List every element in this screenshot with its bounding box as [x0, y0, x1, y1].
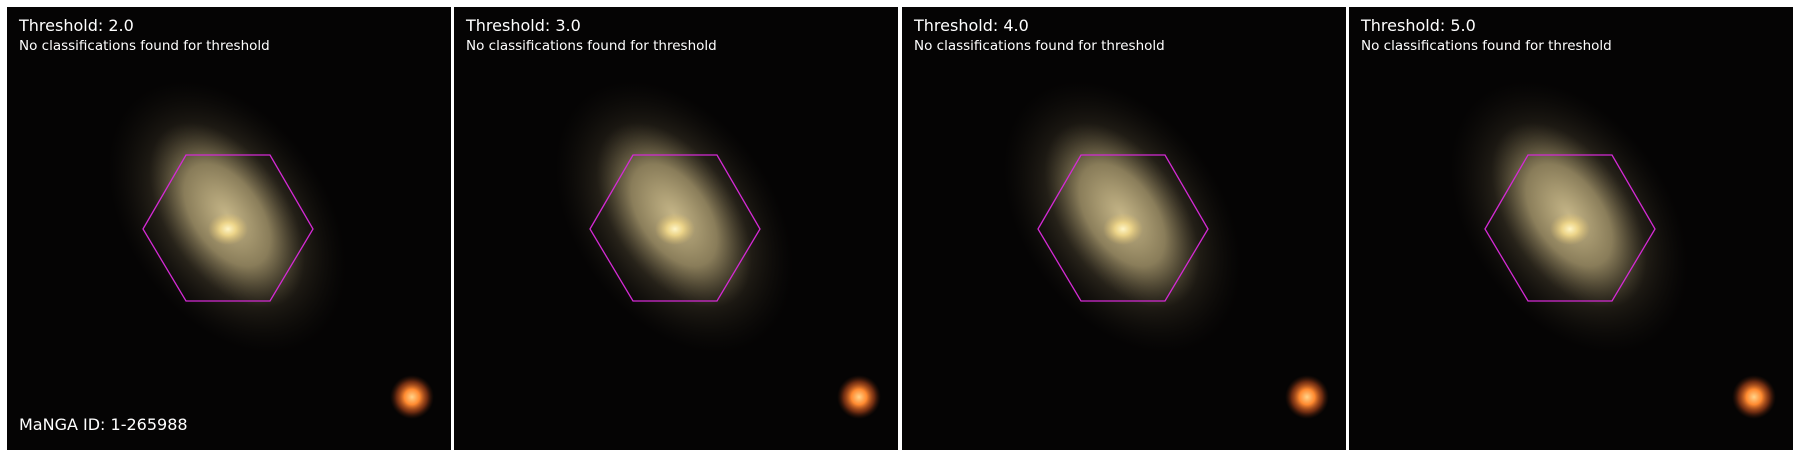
panel-threshold-3: Threshold: 3.0 No classifications found … [454, 7, 898, 450]
galaxy-core [1550, 213, 1590, 245]
no-classifications-message: No classifications found for threshold [914, 38, 1165, 54]
panel-threshold-5: Threshold: 5.0 No classifications found … [1349, 7, 1793, 450]
ifu-hexagon-outline [142, 154, 314, 302]
galaxy-image [902, 7, 1346, 450]
galaxy-core [655, 213, 695, 245]
ifu-hexagon-outline [1484, 154, 1656, 302]
ifu-hexagon-outline [589, 154, 761, 302]
foreground-star [837, 375, 881, 419]
foreground-star [390, 375, 434, 419]
galaxy-image [1349, 7, 1793, 450]
galaxy-core [208, 213, 248, 245]
galaxy-image [454, 7, 898, 450]
threshold-title: Threshold: 2.0 [19, 16, 134, 35]
manga-id-label: MaNGA ID: 1-265988 [19, 415, 188, 434]
foreground-star [1732, 375, 1776, 419]
panel-threshold-4: Threshold: 4.0 No classifications found … [902, 7, 1346, 450]
ifu-hexagon-outline [1037, 154, 1209, 302]
foreground-star [1285, 375, 1329, 419]
galaxy-core [1103, 213, 1143, 245]
galaxy-image [7, 7, 451, 450]
threshold-title: Threshold: 3.0 [466, 16, 581, 35]
no-classifications-message: No classifications found for threshold [19, 38, 270, 54]
no-classifications-message: No classifications found for threshold [466, 38, 717, 54]
threshold-title: Threshold: 4.0 [914, 16, 1029, 35]
panel-threshold-2: Threshold: 2.0 No classifications found … [7, 7, 451, 450]
no-classifications-message: No classifications found for threshold [1361, 38, 1612, 54]
threshold-title: Threshold: 5.0 [1361, 16, 1476, 35]
